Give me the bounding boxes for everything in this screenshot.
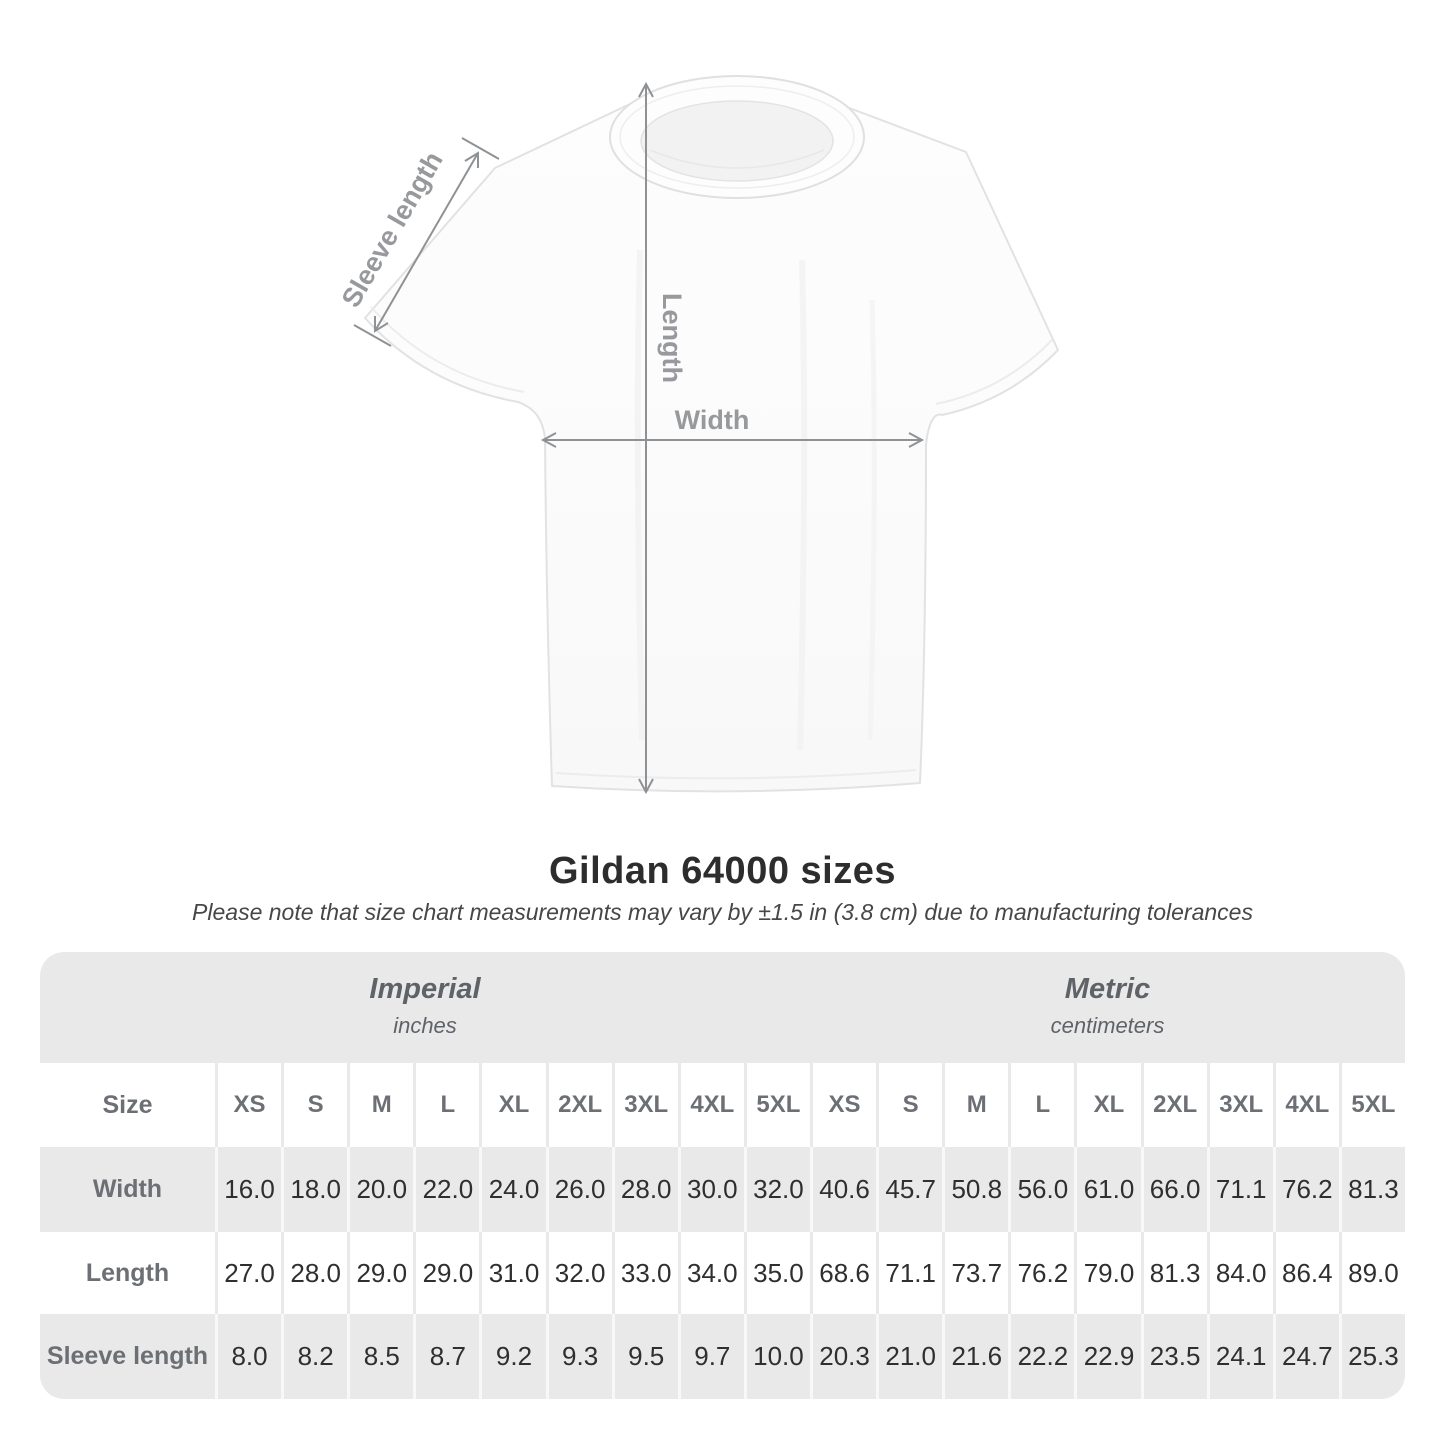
measurement-value-cell: 9.3: [545, 1314, 612, 1399]
measurement-value-cell: 40.6: [810, 1147, 876, 1232]
measurement-value-cell: 34.0: [677, 1232, 744, 1314]
size-header-row: Size XS S M L XL 2XL 3XL 4XL 5XL XS S M L XL 2XL 3XL 4XL…: [40, 1063, 1405, 1147]
measurement-value-cell: 8.0: [215, 1314, 281, 1399]
size-column-header: L: [1008, 1063, 1074, 1147]
measurement-value-cell: 21.6: [942, 1314, 1008, 1399]
measurement-value-cell: 9.7: [677, 1314, 744, 1399]
measurement-value-cell: 22.9: [1074, 1314, 1140, 1399]
size-column-header: 4XL: [677, 1063, 744, 1147]
measurement-value-cell: 9.5: [611, 1314, 678, 1399]
unit-group-imperial: Imperial inches: [40, 952, 810, 1063]
measurement-arrows: [353, 81, 925, 795]
width-arrow: [540, 432, 925, 448]
measurement-value-cell: 71.1: [1206, 1147, 1273, 1232]
measurement-value-cell: 16.0: [215, 1147, 281, 1232]
measurement-value-cell: 8.2: [281, 1314, 347, 1399]
measurement-value-cell: 35.0: [743, 1232, 810, 1314]
measurement-value-cell: 79.0: [1074, 1232, 1140, 1314]
size-column-header: 4XL: [1272, 1063, 1339, 1147]
measurement-value-cell: 66.0: [1140, 1147, 1207, 1232]
table-row-length: Length 27.0 28.0 29.0 29.0 31.0 32.0 33.0 34.0 3…: [40, 1232, 1405, 1314]
size-corner-header: Size: [102, 1090, 153, 1119]
measurement-value-cell: 81.3: [1338, 1147, 1405, 1232]
measurement-value-cell: 8.5: [347, 1314, 413, 1399]
measurement-value-cell: 28.0: [281, 1232, 347, 1314]
size-column-header: M: [347, 1063, 413, 1147]
measurement-value-cell: 27.0: [215, 1232, 281, 1314]
measurement-value-cell: 25.3: [1338, 1314, 1405, 1399]
measurement-value-cell: 22.0: [413, 1147, 479, 1232]
page-title: Gildan 64000 sizes: [549, 850, 896, 892]
size-column-header: L: [413, 1063, 479, 1147]
measurement-value-cell: 28.0: [611, 1147, 678, 1232]
table-row-sleeve-length: Sleeve length 8.0 8.2 8.5 8.7 9.2 9.3 9.5 9.7 10…: [40, 1314, 1405, 1399]
size-column-header: 3XL: [611, 1063, 678, 1147]
row-label: Width: [92, 1175, 163, 1203]
measurement-value-cell: 24.1: [1206, 1314, 1273, 1399]
measurement-value-cell: 26.0: [545, 1147, 612, 1232]
measurement-value-cell: 29.0: [347, 1232, 413, 1314]
width-arrow-label: Width: [675, 405, 750, 435]
measurement-value-cell: 32.0: [545, 1232, 612, 1314]
size-column-header: XS: [810, 1063, 876, 1147]
tolerance-note: Please note that size chart measurements…: [192, 899, 1253, 925]
measurement-value-cell: 84.0: [1206, 1232, 1273, 1314]
unit-group-metric: Metric centimeters: [810, 952, 1405, 1063]
tshirt-measurement-diagram: Sleeve length Length Width: [336, 75, 1059, 795]
size-column-header: S: [281, 1063, 347, 1147]
measurement-value-cell: 33.0: [611, 1232, 678, 1314]
length-arrow: [638, 81, 654, 795]
size-table: Imperial inches Metric centimeters Size …: [40, 952, 1405, 1399]
measurement-value-cell: 89.0: [1338, 1232, 1405, 1314]
size-column-header: XL: [479, 1063, 545, 1147]
measurement-value-cell: 23.5: [1140, 1314, 1207, 1399]
imperial-unit-label: inches: [393, 1013, 457, 1038]
size-column-header: XS: [215, 1063, 281, 1147]
size-column-header: 3XL: [1206, 1063, 1273, 1147]
row-label: Sleeve length: [46, 1342, 209, 1370]
measurement-value-cell: 50.8: [942, 1147, 1008, 1232]
size-column-header: XL: [1074, 1063, 1140, 1147]
measurement-value-cell: 31.0: [479, 1232, 545, 1314]
measurement-value-cell: 86.4: [1272, 1232, 1339, 1314]
row-label: Length: [85, 1258, 170, 1287]
measurement-value-cell: 76.2: [1008, 1232, 1074, 1314]
measurement-value-cell: 68.6: [810, 1232, 876, 1314]
metric-unit-label: centimeters: [1050, 1013, 1165, 1038]
measurement-value-cell: 24.7: [1272, 1314, 1339, 1399]
length-arrow-label: Length: [657, 293, 687, 383]
size-column-header: M: [942, 1063, 1008, 1147]
measurement-value-cell: 18.0: [281, 1147, 347, 1232]
measurement-value-cell: 21.0: [876, 1314, 942, 1399]
measurement-value-cell: 20.0: [347, 1147, 413, 1232]
unit-header: Imperial inches Metric centimeters: [40, 952, 1405, 1063]
measurement-value-cell: 9.2: [479, 1314, 545, 1399]
metric-label: Metric: [1064, 973, 1151, 1005]
sleeve-length-arrow: [353, 137, 500, 347]
measurement-value-cell: 45.7: [876, 1147, 942, 1232]
measurement-value-cell: 76.2: [1272, 1147, 1339, 1232]
measurement-value-cell: 32.0: [743, 1147, 810, 1232]
size-column-header: 2XL: [1140, 1063, 1207, 1147]
measurement-value-cell: 24.0: [479, 1147, 545, 1232]
size-column-header: 2XL: [545, 1063, 612, 1147]
measurement-value-cell: 10.0: [743, 1314, 810, 1399]
measurement-value-cell: 8.7: [413, 1314, 479, 1399]
imperial-label: Imperial: [369, 973, 481, 1005]
measurement-value-cell: 30.0: [677, 1147, 744, 1232]
measurement-value-cell: 29.0: [413, 1232, 479, 1314]
measurement-value-cell: 22.2: [1008, 1314, 1074, 1399]
size-column-header: 5XL: [1338, 1063, 1405, 1147]
measurement-value-cell: 56.0: [1008, 1147, 1074, 1232]
size-column-header: 5XL: [743, 1063, 810, 1147]
measurement-value-cell: 71.1: [876, 1232, 942, 1314]
measurement-value-cell: 61.0: [1074, 1147, 1140, 1232]
table-row-width: Width 16.0 18.0 20.0 22.0 24.0 26.0 28.0 30.0 32…: [40, 1147, 1405, 1232]
measurement-value-cell: 81.3: [1140, 1232, 1207, 1314]
size-column-header: S: [876, 1063, 942, 1147]
measurement-value-cell: 20.3: [810, 1314, 876, 1399]
measurement-value-cell: 73.7: [942, 1232, 1008, 1314]
